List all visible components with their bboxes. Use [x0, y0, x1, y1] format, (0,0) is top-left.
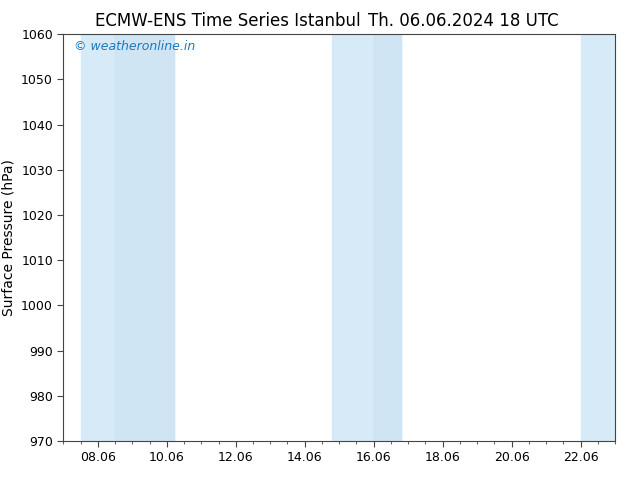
Bar — [115, 34, 174, 441]
Y-axis label: Surface Pressure (hPa): Surface Pressure (hPa) — [1, 159, 16, 316]
Text: © weatheronline.in: © weatheronline.in — [74, 40, 196, 53]
Bar — [81, 34, 174, 441]
Text: Th. 06.06.2024 18 UTC: Th. 06.06.2024 18 UTC — [368, 12, 558, 30]
Bar — [332, 34, 401, 441]
Text: ECMW-ENS Time Series Istanbul: ECMW-ENS Time Series Istanbul — [96, 12, 361, 30]
Bar — [373, 34, 401, 441]
Bar — [581, 34, 615, 441]
